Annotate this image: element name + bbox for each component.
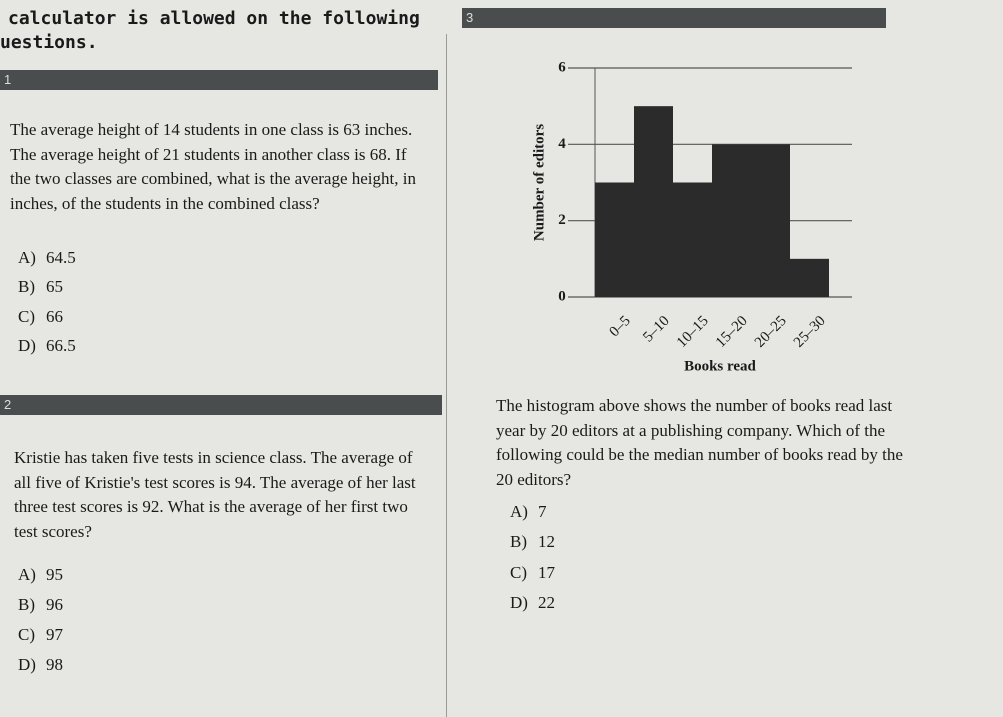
choice-letter: C) [18,307,35,326]
bar [751,144,790,297]
bar [595,182,634,297]
choice-text: 65 [46,277,63,296]
choice-letter: D) [510,593,528,612]
question-number: 3 [462,8,886,28]
choice-text: 12 [538,532,555,551]
choice[interactable]: B) 65 [18,277,63,297]
choice-text: 97 [46,625,63,644]
bar [673,182,712,297]
choice-text: 66.5 [46,336,76,355]
choice[interactable]: C) 97 [18,625,63,645]
x-axis-title: Books read [684,358,756,374]
choice-text: 66 [46,307,63,326]
y-axis-title: Number of editors [531,124,547,241]
question-text: The average height of 14 students in one… [10,120,416,213]
choice-letter: A) [18,248,36,267]
header-line: uestions. [0,32,98,53]
choice[interactable]: B) 12 [510,532,555,552]
choice[interactable]: B) 96 [18,595,63,615]
choice[interactable]: D) 22 [510,593,555,613]
choice-letter: D) [18,655,36,674]
choice-letter: B) [18,277,35,296]
choice-letter: C) [18,625,35,644]
choice-letter: A) [510,502,528,521]
choice[interactable]: D) 66.5 [18,336,76,356]
bar [634,106,673,298]
question-number: 2 [0,395,442,415]
choice-letter: C) [510,563,527,582]
x-tick-label: 0–5 [607,313,634,340]
x-tick-label: 5–10 [640,313,673,346]
choice[interactable]: C) 17 [510,563,555,583]
choice-text: 22 [538,593,555,612]
bar [712,144,751,297]
choice[interactable]: A) 95 [18,565,63,585]
choice[interactable]: A) 7 [510,502,547,522]
column-divider [446,34,447,717]
choice-text: 17 [538,563,555,582]
choice-text: 98 [46,655,63,674]
question-number: 1 [0,70,438,90]
y-tick-label: 2 [558,212,566,228]
x-tick-label: 15–20 [713,313,751,351]
y-tick-label: 4 [558,136,566,152]
bar [790,258,829,297]
choice[interactable]: C) 66 [18,307,63,327]
choice-letter: B) [510,532,527,551]
choice-letter: B) [18,595,35,614]
choice-text: 96 [46,595,63,614]
y-tick-label: 6 [558,59,566,75]
question-text: Kristie has taken five tests in science … [14,448,416,541]
choice-letter: A) [18,565,36,584]
y-tick-label: 0 [558,288,566,304]
choice-text: 95 [46,565,63,584]
choice[interactable]: A) 64.5 [18,248,76,268]
choice[interactable]: D) 98 [18,655,63,675]
question-text: The histogram above shows the number of … [496,396,903,489]
x-tick-label: 10–15 [674,313,712,351]
choice-text: 64.5 [46,248,76,267]
choice-text: 7 [538,502,547,521]
header-line: calculator is allowed on the following [8,8,420,29]
x-tick-label: 25–30 [791,313,829,351]
x-tick-label: 20–25 [752,313,790,351]
choice-letter: D) [18,336,36,355]
